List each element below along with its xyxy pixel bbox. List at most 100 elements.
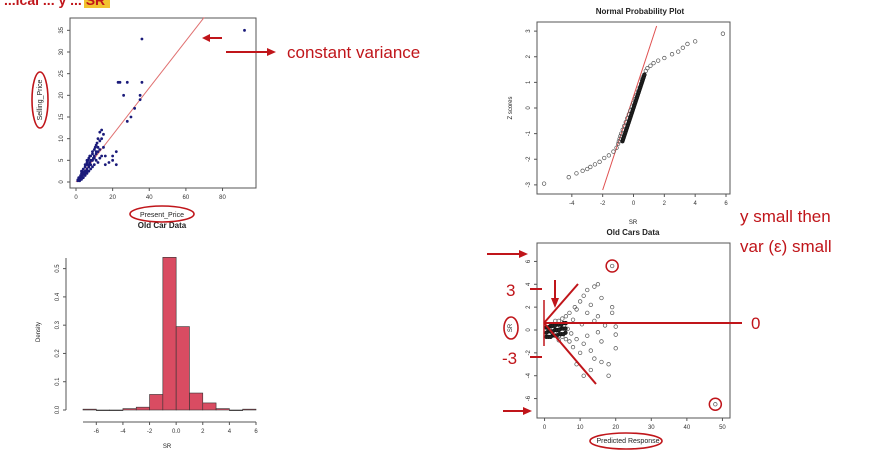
scatter-point [89, 167, 93, 171]
scatter-point [103, 154, 107, 158]
scatter-point [91, 165, 94, 169]
hist-bar [96, 409, 110, 411]
resid-point [599, 359, 604, 365]
slide-header: ...ical ... y ... SR [4, 0, 110, 8]
label-minus3: -3 [502, 349, 517, 368]
hist-bar [162, 257, 177, 411]
resid-x-label: Predicted Response [596, 438, 659, 445]
y-small-text-line1: y small then [740, 207, 831, 226]
scatter-point [96, 161, 100, 164]
resid-point [599, 339, 604, 344]
resid-outlier-circle [605, 259, 619, 273]
scatter-point [94, 143, 98, 147]
resid-x-tick-label: 0 [543, 425, 547, 431]
scatter-point [85, 169, 89, 173]
qq-point [680, 45, 685, 50]
resid-point [595, 314, 601, 319]
scatter-point [125, 80, 129, 84]
resid-y-tick-label: 2 [526, 305, 532, 309]
resid-x-label-circle [589, 432, 663, 450]
scatter-point [81, 167, 85, 171]
qq-x-tick-label: 4 [693, 201, 697, 207]
resid-point [585, 287, 590, 293]
scatter-point [88, 161, 92, 164]
funnel-lower [543, 322, 597, 385]
qq-point [611, 149, 616, 154]
hist-y-tick-label: 0.4 [55, 292, 61, 301]
scatter-point [87, 165, 91, 169]
qq-point [566, 175, 571, 180]
qq-point [592, 162, 598, 167]
resid-x-tick-label: 30 [648, 425, 655, 431]
qq-point [720, 31, 726, 36]
resid-point [585, 333, 590, 338]
scatter-point [83, 174, 87, 177]
qq-reference-line [602, 25, 658, 191]
qq-point [614, 145, 619, 150]
hist-bar [82, 408, 97, 411]
resid-point-dense [548, 334, 553, 339]
resid-x-tick-label: 10 [577, 425, 584, 431]
resid-x-tick-label: 40 [684, 425, 691, 431]
hist-bar [229, 409, 243, 411]
qq-y-tick-label: 2 [526, 54, 532, 58]
hist-bar [149, 394, 164, 411]
resid-point [613, 324, 618, 329]
arrowhead-down [551, 298, 559, 308]
resid-point [581, 293, 586, 298]
resid-point [581, 341, 586, 346]
scatter-point [140, 80, 144, 84]
scatter-y-tick-label: 35 [59, 26, 65, 33]
hist-y-tick-label: 0.1 [55, 377, 61, 386]
qq-point [602, 155, 607, 161]
scatter-point [80, 169, 83, 173]
qq-point [615, 141, 621, 147]
scatter-title: Old Car Data [138, 221, 187, 230]
qq-point [585, 166, 590, 172]
scatter-point [83, 171, 87, 175]
qq-chart-normal-probability: Normal Probability Plot -4 -2 0 2 4 6 -3 -2 -1 0… [508, 7, 731, 237]
header-fragment: ...ical ... y ... SR [4, 0, 105, 8]
resid-point-dense [563, 326, 568, 331]
hist-x-tick-label: -6 [94, 429, 100, 435]
qq-point [597, 159, 602, 164]
scatter-point [114, 163, 118, 167]
qq-point [651, 61, 656, 66]
qq-x-label: SR [629, 220, 638, 226]
scatter-point [85, 161, 89, 164]
scatter-point [138, 93, 142, 97]
resid-point [606, 373, 611, 378]
scatter-point [100, 128, 104, 132]
qq-point [693, 39, 698, 44]
scatter-point [122, 93, 126, 97]
hist-y-label: Density [36, 322, 42, 342]
qq-y-tick-label: 3 [526, 29, 532, 33]
resid-point [585, 310, 590, 316]
hist-x-tick-label: 4 [228, 429, 232, 435]
scatter-point [92, 163, 96, 167]
resid-point [570, 344, 576, 350]
scatter-y-tick-label: 30 [59, 48, 65, 55]
qq-point-dense [642, 72, 647, 77]
scatter-point [93, 145, 97, 149]
resid-point [560, 316, 565, 321]
hist-bar [189, 392, 204, 411]
scatter-y-tick-label: 15 [59, 113, 65, 120]
scatter-y-tick-label: 25 [59, 70, 65, 77]
resid-point [569, 331, 574, 336]
scatter-point [87, 156, 91, 160]
resid-point [556, 338, 561, 343]
scatter-y-tick-label: 5 [59, 158, 65, 162]
scatter-point [85, 167, 89, 171]
qq-x-tick-label: -4 [569, 201, 575, 207]
resid-y-tick-label: -6 [526, 395, 532, 401]
resid-point [592, 356, 597, 361]
arrowhead-right [267, 48, 276, 56]
resid-y-tick-label: -2 [526, 350, 532, 356]
qq-title-bottom: Old Cars Data [607, 228, 660, 237]
qq-point [606, 153, 611, 158]
resid-point [602, 323, 608, 328]
resid-point [592, 284, 597, 289]
qq-point [588, 164, 593, 170]
